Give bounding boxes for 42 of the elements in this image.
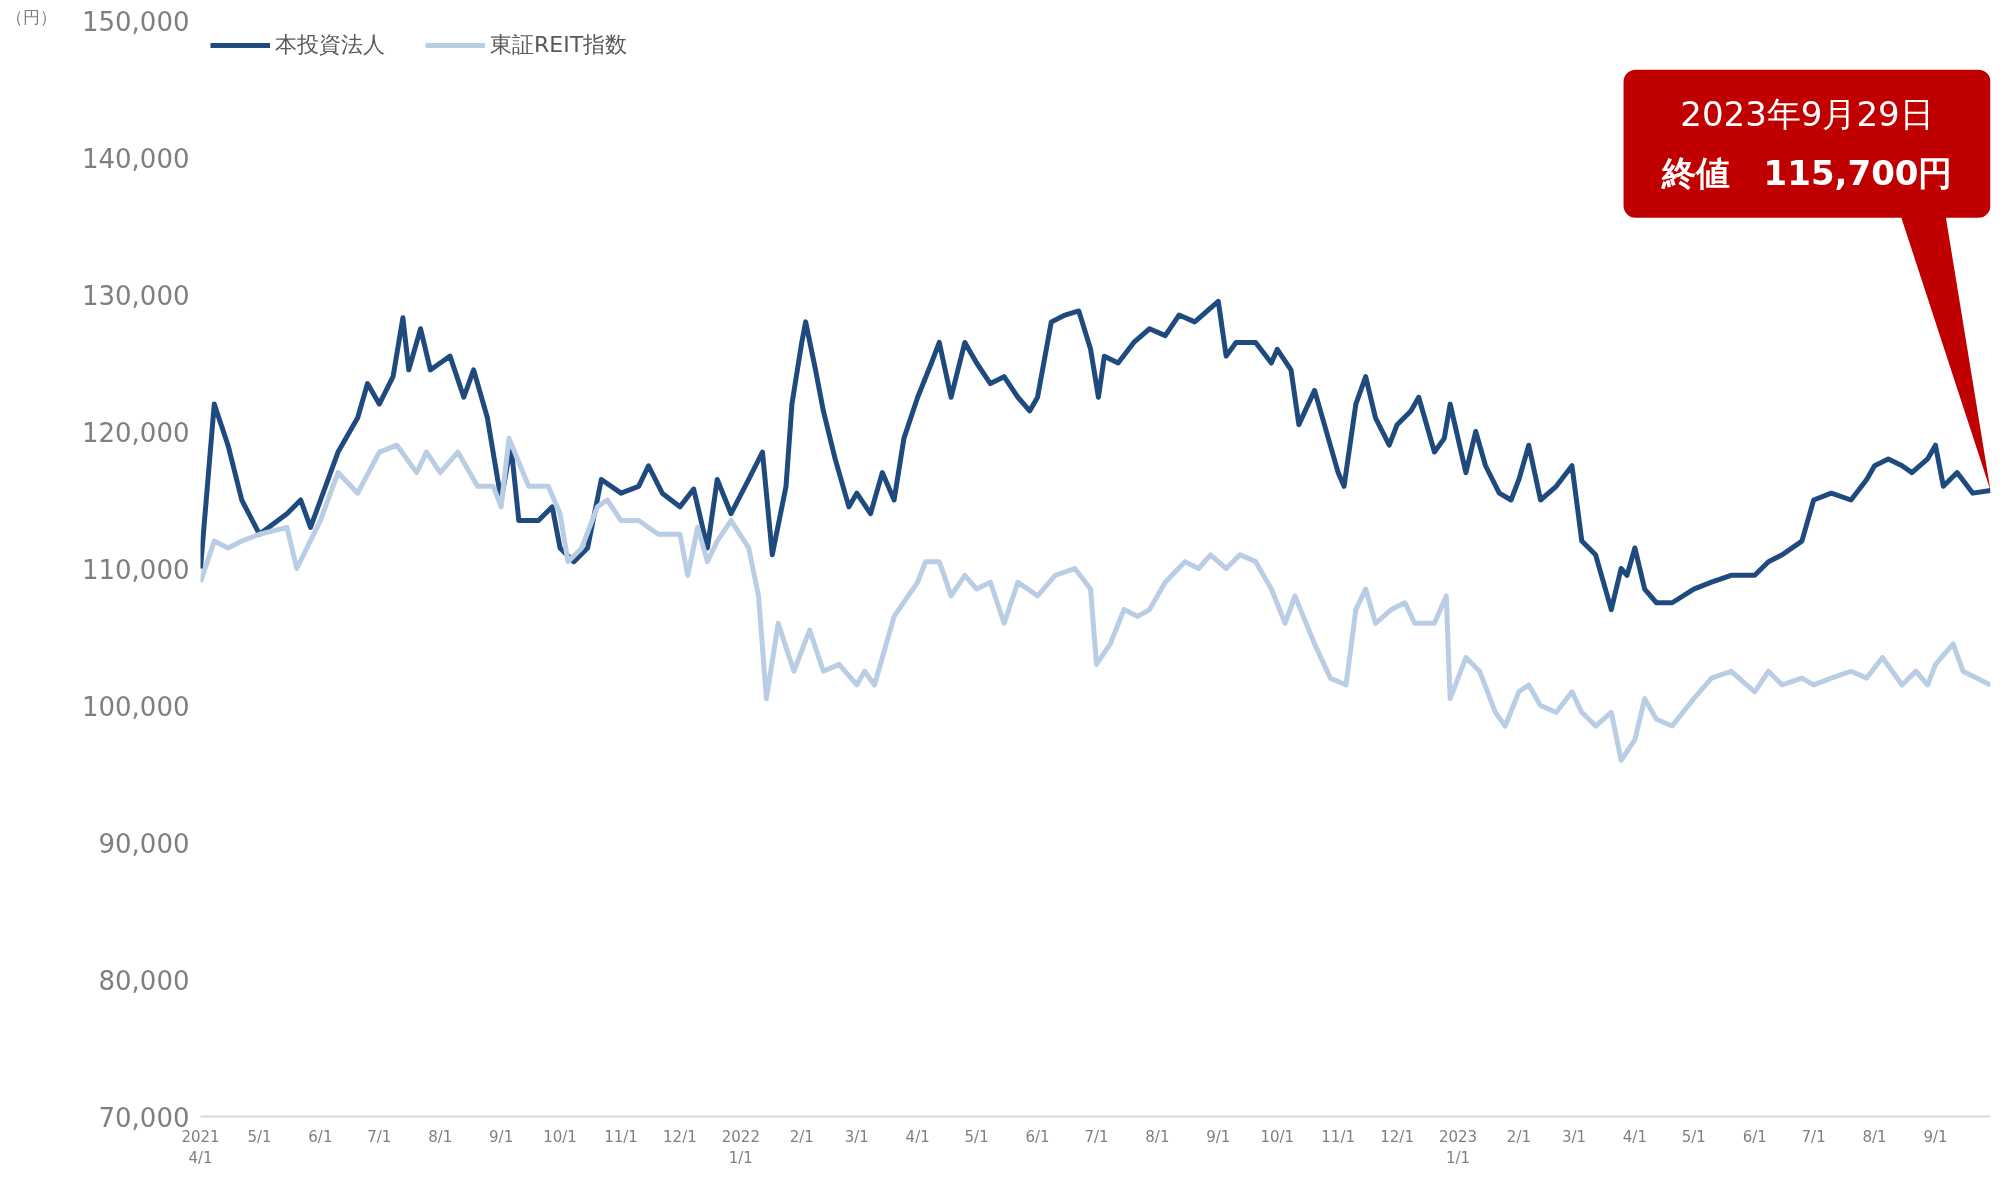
y-tick-label: 130,000 bbox=[81, 280, 190, 311]
annotation: 2023年9月29日 bbox=[1680, 94, 1934, 135]
x-tick-label: 2/1 bbox=[1506, 1127, 1531, 1146]
x-tick-label: 8/1 bbox=[1862, 1127, 1887, 1146]
legend-label: 東証REIT指数 bbox=[490, 31, 628, 59]
x-tick-label: 8/1 bbox=[1145, 1127, 1170, 1146]
x-tick-label: 12/1 bbox=[1380, 1127, 1414, 1146]
x-tick-label: 11/1 bbox=[604, 1127, 638, 1146]
x-tick-label: 9/1 bbox=[489, 1127, 514, 1146]
x-tick-label: 7/1 bbox=[1084, 1127, 1109, 1146]
y-tick-label: 120,000 bbox=[81, 417, 190, 448]
y-tick-label: 90,000 bbox=[98, 828, 190, 859]
x-tick-label: 11/1 bbox=[1321, 1127, 1356, 1146]
y-tick-label: 150,000 bbox=[81, 6, 190, 37]
annotation: 終値 115,700円 bbox=[1660, 153, 1953, 194]
x-tick-label: 5/1 bbox=[1681, 1127, 1706, 1146]
x-tick-label: 9/1 bbox=[1206, 1127, 1231, 1146]
x-tick-label: 8/1 bbox=[428, 1127, 453, 1146]
x-tick-label: 3/1 bbox=[1561, 1127, 1587, 1146]
x-tick-label: 10/1 bbox=[1260, 1127, 1295, 1146]
x-tick-label: 4/1 bbox=[1622, 1127, 1647, 1146]
y-tick-label: 110,000 bbox=[81, 554, 190, 585]
x-tick-label: 2023 1/1 bbox=[1438, 1127, 1478, 1168]
x-tick-label: 9/1 bbox=[1923, 1127, 1948, 1146]
y-tick-label: 100,000 bbox=[81, 691, 190, 722]
x-tick-label: 6/1 bbox=[1742, 1127, 1767, 1146]
x-tick-label: 10/1 bbox=[543, 1127, 577, 1146]
y-axis-title: （円） bbox=[5, 6, 57, 27]
x-tick-label: 6/1 bbox=[308, 1127, 333, 1146]
x-tick-label: 4/1 bbox=[905, 1127, 930, 1146]
x-tick-label: 2/1 bbox=[789, 1127, 814, 1146]
x-tick-label: 6/1 bbox=[1025, 1127, 1050, 1146]
x-tick-label: 5/1 bbox=[964, 1127, 989, 1146]
x-tick-label: 5/1 bbox=[247, 1127, 272, 1146]
x-tick-label: 7/1 bbox=[367, 1127, 392, 1146]
legend-label: 本投資法人 bbox=[275, 31, 385, 59]
y-tick-label: 80,000 bbox=[98, 965, 190, 996]
x-tick-label: 7/1 bbox=[1801, 1127, 1826, 1146]
x-tick-label: 3/1 bbox=[844, 1127, 869, 1146]
y-tick-label: 140,000 bbox=[81, 143, 190, 174]
x-tick-label: 12/1 bbox=[663, 1127, 697, 1146]
x-tick-label: 2022 1/1 bbox=[721, 1127, 760, 1168]
